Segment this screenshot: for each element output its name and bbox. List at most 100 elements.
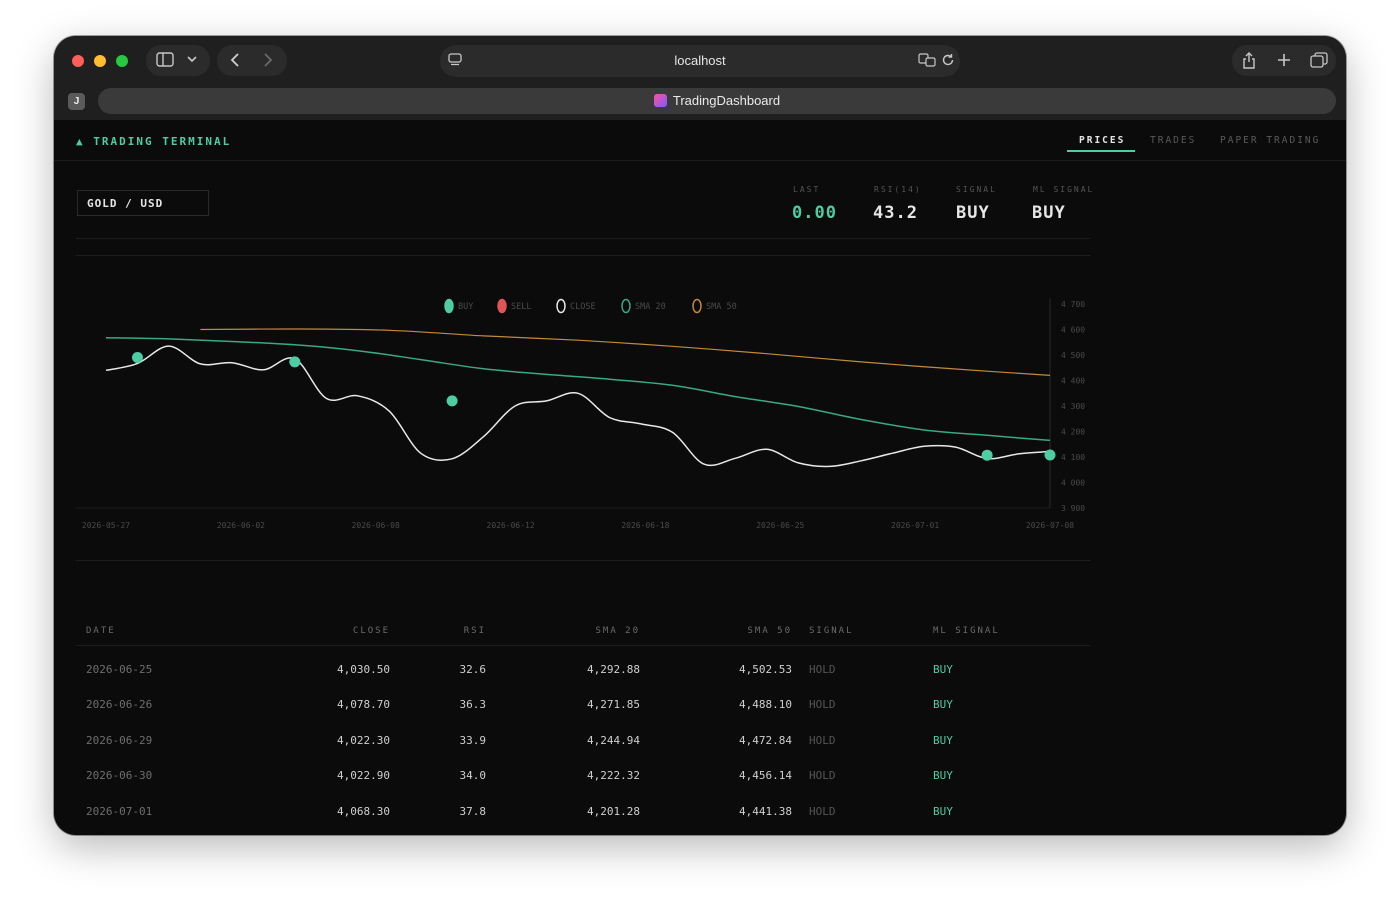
legend-marker-sell xyxy=(497,298,507,314)
x-tick-label: 2026-07-08 xyxy=(1026,521,1074,530)
cell-rsi: 34.0 xyxy=(459,769,487,783)
cell-rsi: 36.3 xyxy=(459,698,487,712)
tab-overview-icon[interactable] xyxy=(1310,52,1328,72)
tab-trades[interactable]: TRADES xyxy=(1150,135,1197,146)
cell-close: 4,068.30 xyxy=(337,804,390,818)
cell-sma50: 4,502.53 xyxy=(739,663,792,676)
y-tick-label: 4 700 xyxy=(1061,300,1085,309)
share-icon[interactable] xyxy=(1241,51,1257,73)
legend-marker-buy xyxy=(444,298,454,314)
tab-paper-trading[interactable]: PAPER TRADING xyxy=(1220,135,1321,146)
table-row[interactable]: 2026-06-29 4,022.30 33.9 4,244.94 4,472.84 HO… xyxy=(76,734,1090,769)
page-menu-icon[interactable] xyxy=(448,53,462,71)
cell-sma50: 4,488.10 xyxy=(739,698,792,712)
table-row[interactable]: 2026-06-26 4,078.70 36.3 4,271.85 4,488.10 HO… xyxy=(76,698,1090,733)
x-tick-label: 2026-06-02 xyxy=(217,521,265,530)
cell-ml-signal: BUY xyxy=(933,663,953,676)
legend-marker-close xyxy=(556,298,566,314)
legend-label-sell: SELL xyxy=(511,302,531,312)
browser-window: localhost J TradingDashboard xyxy=(54,36,1346,835)
back-arrow-icon[interactable] xyxy=(230,53,240,71)
cell-sma50: 4,472.84 xyxy=(739,733,792,747)
url-text: localhost xyxy=(674,53,726,68)
cell-sma20: 4,222.32 xyxy=(587,769,640,783)
legend-label-close: CLOSE xyxy=(570,302,596,312)
cell-date: 2026-06-26 xyxy=(86,698,153,712)
cell-sma50: 4,441.38 xyxy=(739,804,792,818)
y-tick-label: 4 000 xyxy=(1061,479,1085,488)
cell-ml-signal: BUY xyxy=(933,769,953,783)
browser-actions xyxy=(1232,45,1336,76)
table-row[interactable]: 2026-06-30 4,022.90 34.0 4,222.32 4,456.14 HO… xyxy=(76,769,1090,804)
stat-signal-label: SIGNAL xyxy=(956,185,997,194)
legend-label-buy: BUY xyxy=(458,302,473,312)
cell-sma20: 4,271.85 xyxy=(587,698,640,712)
address-bar[interactable]: localhost xyxy=(440,45,960,77)
cell-ml-signal: BUY xyxy=(933,733,953,747)
cell-close: 4,022.90 xyxy=(337,769,390,783)
profile-avatar[interactable]: J xyxy=(68,93,85,110)
sidebar-icon xyxy=(156,52,174,71)
col-header-close[interactable]: CLOSE xyxy=(352,626,390,636)
active-tab-indicator xyxy=(1067,150,1135,152)
maximize-window-button[interactable] xyxy=(116,55,128,67)
stat-ml-signal-label: ML SIGNAL xyxy=(1033,185,1095,194)
x-tick-label: 2026-06-18 xyxy=(621,521,669,530)
forward-arrow-icon[interactable] xyxy=(263,53,273,71)
table-row[interactable]: 2026-06-25 4,030.50 32.6 4,292.88 4,502.53 HO… xyxy=(76,663,1090,698)
legend-label-sma-20: SMA 20 xyxy=(635,302,666,312)
minimize-window-button[interactable] xyxy=(94,55,106,67)
col-header-rsi[interactable]: RSI xyxy=(463,626,486,636)
legend-label-sma-50: SMA 50 xyxy=(706,302,737,312)
chart-bottom-divider xyxy=(76,560,1090,561)
cell-rsi: 32.6 xyxy=(459,663,487,676)
cell-sma20: 4,201.28 xyxy=(587,804,640,818)
cell-ml-signal: BUY xyxy=(933,804,953,818)
col-header-ml-signal[interactable]: ML SIGNAL xyxy=(933,626,1000,636)
cell-signal: HOLD xyxy=(809,733,836,747)
new-tab-icon[interactable] xyxy=(1276,52,1292,72)
cell-date: 2026-06-30 xyxy=(86,769,153,783)
cell-sma50: 4,456.14 xyxy=(739,769,792,783)
x-tick-label: 2026-06-12 xyxy=(487,521,535,530)
col-header-sma50[interactable]: SMA 50 xyxy=(747,626,792,636)
col-header-date[interactable]: DATE xyxy=(86,626,116,636)
translate-icon[interactable] xyxy=(918,53,936,71)
browser-toolbar: localhost J TradingDashboard xyxy=(54,36,1346,120)
brand-title: ▲ TRADING TERMINAL xyxy=(76,135,232,148)
chevron-down-icon[interactable] xyxy=(186,53,198,69)
stat-rsi-label: RSI(14) xyxy=(874,185,922,194)
y-tick-label: 4 200 xyxy=(1061,428,1085,437)
sma20-line xyxy=(105,336,1051,442)
table-row[interactable]: 2026-07-01 4,068.30 37.8 4,201.28 4,441.38 HO… xyxy=(76,805,1090,835)
history-navigation xyxy=(217,45,287,76)
legend-marker-sma-20 xyxy=(621,298,631,314)
cell-signal: HOLD xyxy=(809,804,836,818)
tab-active[interactable]: TradingDashboard xyxy=(98,88,1336,114)
app-header: ▲ TRADING TERMINAL PRICES TRADES PAPER T… xyxy=(54,120,1346,161)
buy-signal-marker xyxy=(1044,449,1056,461)
cell-signal: HOLD xyxy=(809,663,836,676)
x-tick-label: 2026-07-01 xyxy=(891,521,939,530)
sma50-line xyxy=(200,328,1051,376)
y-tick-label: 4 400 xyxy=(1061,377,1085,386)
reload-icon[interactable] xyxy=(941,53,955,71)
cell-signal: HOLD xyxy=(809,698,836,712)
cell-rsi: 33.9 xyxy=(459,733,487,747)
sidebar-toggle[interactable] xyxy=(146,45,210,76)
y-tick-label: 3 900 xyxy=(1061,504,1085,513)
header-divider xyxy=(76,238,1090,239)
close-window-button[interactable] xyxy=(72,55,84,67)
tab-prices[interactable]: PRICES xyxy=(1079,135,1126,146)
cell-close: 4,030.50 xyxy=(337,663,390,676)
col-header-sma20[interactable]: SMA 20 xyxy=(595,626,640,636)
trading-app: ▲ TRADING TERMINAL PRICES TRADES PAPER T… xyxy=(54,120,1346,835)
col-header-signal[interactable]: SIGNAL xyxy=(809,626,854,636)
cell-rsi: 37.8 xyxy=(459,804,487,818)
x-tick-label: 2026-06-08 xyxy=(352,521,400,530)
cell-date: 2026-07-01 xyxy=(86,804,153,818)
table-header-divider xyxy=(76,645,1090,646)
symbol-selector[interactable]: GOLD / USD xyxy=(77,190,209,216)
cell-date: 2026-06-25 xyxy=(86,663,153,676)
y-tick-label: 4 100 xyxy=(1061,453,1085,462)
